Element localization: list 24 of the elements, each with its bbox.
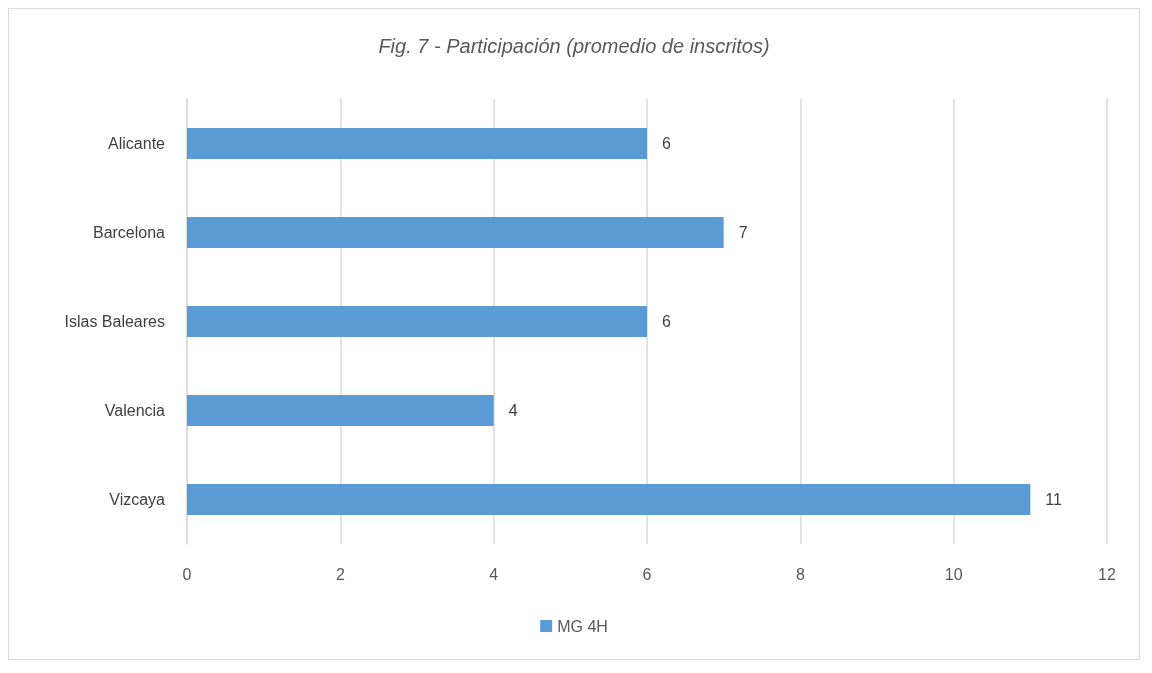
y-tick-label: Islas Baleares (64, 313, 165, 330)
x-tick-label: 6 (642, 565, 652, 583)
x-tick-label: 2 (335, 565, 345, 583)
x-tick-label: 12 (1098, 565, 1116, 583)
data-label: 6 (662, 135, 671, 152)
bar (187, 127, 647, 160)
data-label: 4 (508, 402, 518, 419)
x-tick-label: 10 (944, 565, 963, 583)
data-label: 6 (662, 313, 671, 330)
x-tick-label: 0 (182, 565, 192, 583)
bar (187, 216, 724, 249)
data-label: 7 (738, 224, 748, 241)
y-tick-label: Vizcaya (109, 491, 166, 508)
x-tick-label: 8 (795, 565, 805, 583)
y-tick-label: Barcelona (92, 224, 166, 241)
chart-title: Fig. 7 - Participación (promedio de inscritos) (378, 35, 770, 57)
bar (187, 483, 1031, 516)
bar (187, 394, 494, 427)
y-tick-label: Alicante (108, 135, 166, 152)
y-tick-label: Valencia (104, 402, 166, 419)
bar (187, 305, 647, 338)
x-tick-label: 4 (489, 565, 499, 583)
data-label: 11 (1045, 491, 1063, 508)
legend-label: MG 4H (557, 617, 608, 635)
